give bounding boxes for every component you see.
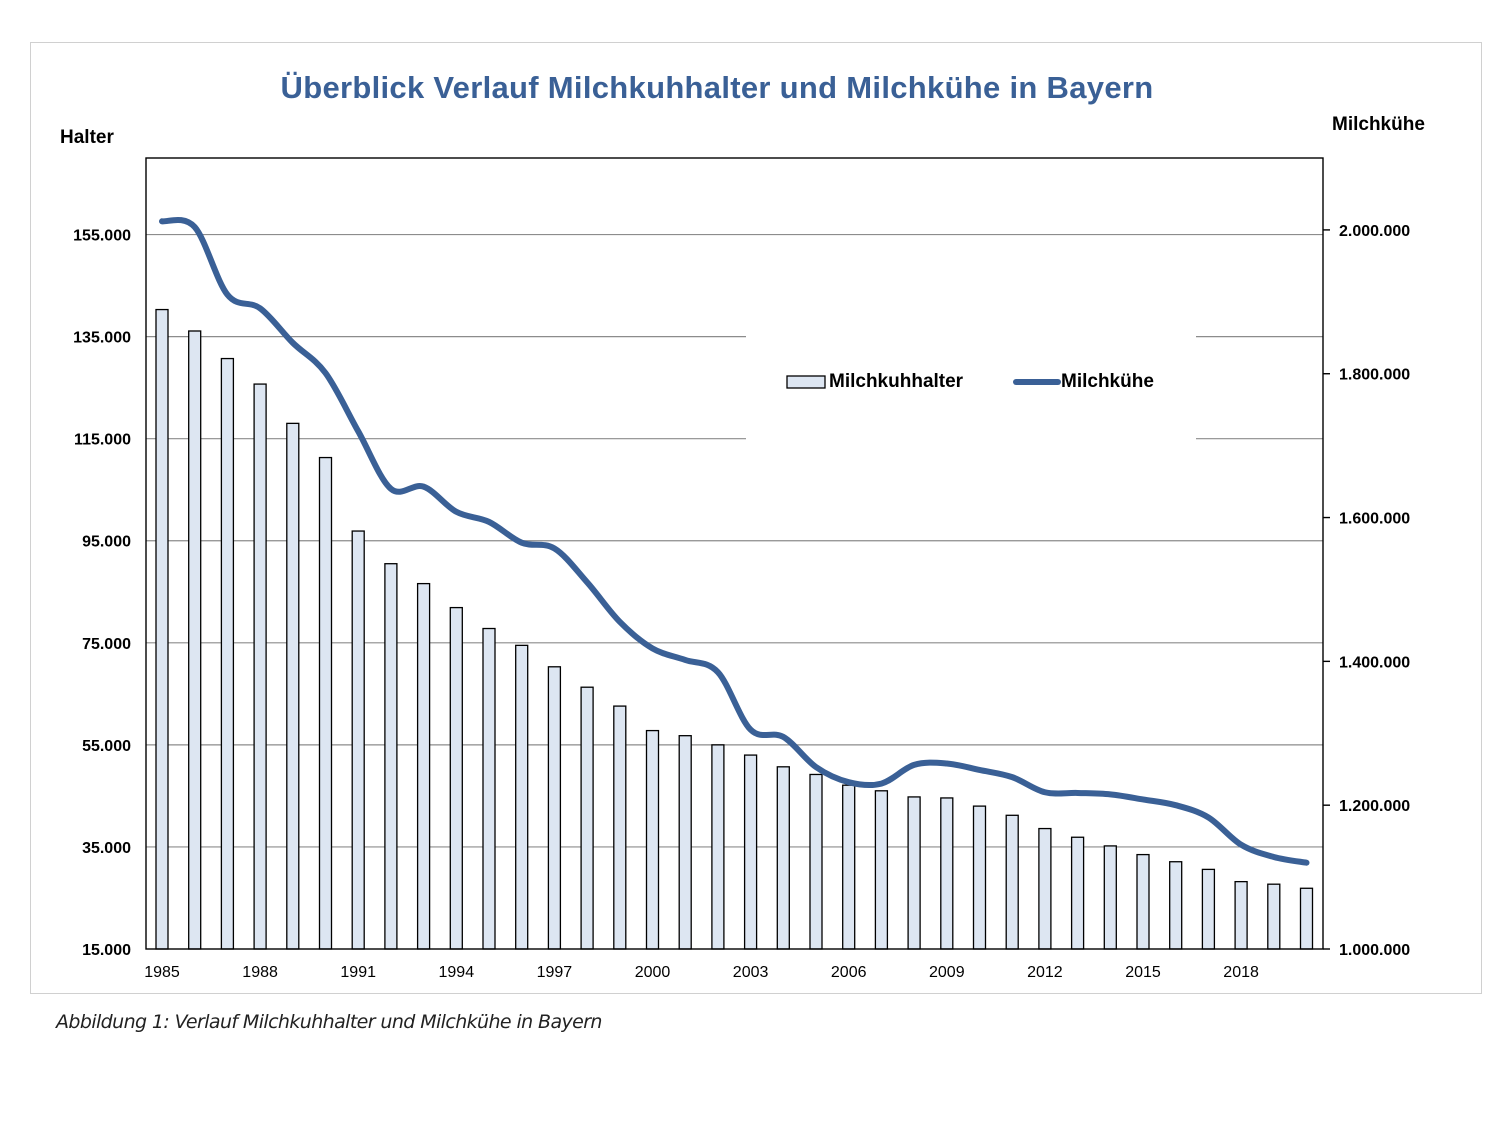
x-tick-label: 1985	[144, 964, 180, 981]
bar	[318, 456, 333, 950]
bar	[1038, 827, 1052, 950]
bar	[1234, 880, 1248, 950]
bar	[678, 735, 692, 950]
y-right-tick-label: 1.600.000	[1339, 511, 1410, 528]
bar	[1005, 814, 1019, 950]
bar	[351, 530, 365, 950]
y-right-tick-label: 1.200.000	[1339, 798, 1410, 815]
bar-series-milchkuhhalter	[155, 308, 1314, 950]
y-left-tick-label: 55.000	[82, 738, 131, 755]
y-left-tick-label: 35.000	[82, 840, 131, 857]
bar	[1299, 887, 1314, 950]
bar	[645, 729, 660, 950]
bar	[907, 796, 921, 950]
x-tick-label: 2015	[1125, 964, 1161, 981]
x-tick-label: 2003	[733, 964, 769, 981]
x-tick-label: 2009	[929, 964, 965, 981]
plot-border	[145, 157, 1324, 950]
bar	[220, 357, 235, 950]
bar	[547, 666, 562, 950]
bar	[416, 582, 431, 950]
bar	[384, 563, 398, 950]
x-tick-label: 2000	[635, 964, 671, 981]
y-right-tick-label: 1.000.000	[1339, 942, 1410, 959]
bar	[1103, 845, 1117, 950]
y-right-tick-label: 1.800.000	[1339, 367, 1410, 384]
y-right-tick-label: 2.000.000	[1339, 223, 1410, 240]
legend-label-milchkuhhalter: Milchkuhhalter	[829, 371, 964, 392]
x-tick-label: 2012	[1027, 964, 1063, 981]
axes: 15.000 35.000 55.000 75.000 95.000 115.000 135…	[73, 157, 1410, 981]
bar	[1267, 883, 1281, 950]
bar	[842, 784, 856, 950]
x-tick-label: 1988	[242, 964, 278, 981]
bar	[940, 797, 954, 950]
x-tick-label: 1991	[340, 964, 376, 981]
figure-caption: Abbildung 1: Verlauf Milchkuhhalter und …	[56, 1011, 602, 1033]
bar	[1169, 861, 1183, 950]
x-tick-label: 1997	[537, 964, 573, 981]
legend	[786, 375, 1061, 389]
bar	[580, 686, 594, 950]
bar	[286, 422, 300, 950]
y-left-tick-label: 15.000	[82, 942, 131, 959]
y-axis-right-label: Milchkühe	[1332, 114, 1425, 135]
legend-label-milchkuehe: Milchkühe	[1061, 371, 1154, 392]
bar	[1070, 836, 1085, 950]
bar	[155, 308, 169, 950]
bar	[515, 644, 529, 950]
legend-swatch-milchkuhhalter	[786, 375, 826, 389]
y-left-tick-label: 115.000	[74, 432, 131, 449]
y-left-tick-label: 155.000	[73, 228, 131, 245]
x-tick-label: 2018	[1223, 964, 1259, 981]
bar	[874, 790, 889, 950]
bar	[776, 766, 790, 950]
grid-lines	[146, 233, 1323, 848]
bar	[253, 383, 267, 950]
bar	[613, 705, 627, 950]
bar	[449, 606, 463, 950]
bar	[188, 330, 202, 950]
y-axis-left-label: Halter	[60, 127, 114, 148]
y-left-tick-label: 75.000	[82, 636, 131, 653]
chart-title: Überblick Verlauf Milchkuhhalter und Mil…	[280, 70, 1154, 105]
bar	[809, 773, 823, 950]
y-left-tick-label: 135.000	[73, 330, 131, 347]
bar	[743, 754, 758, 950]
bar	[972, 805, 987, 950]
bar	[711, 744, 725, 950]
bar	[1136, 853, 1150, 950]
bar	[1201, 868, 1216, 950]
x-tick-label: 1994	[439, 964, 475, 981]
bar	[482, 627, 496, 950]
y-right-tick-label: 1.400.000	[1339, 654, 1410, 671]
x-tick-label: 2006	[831, 964, 867, 981]
y-left-tick-label: 95.000	[82, 534, 131, 551]
line-series-milchkuehe	[159, 216, 1310, 866]
